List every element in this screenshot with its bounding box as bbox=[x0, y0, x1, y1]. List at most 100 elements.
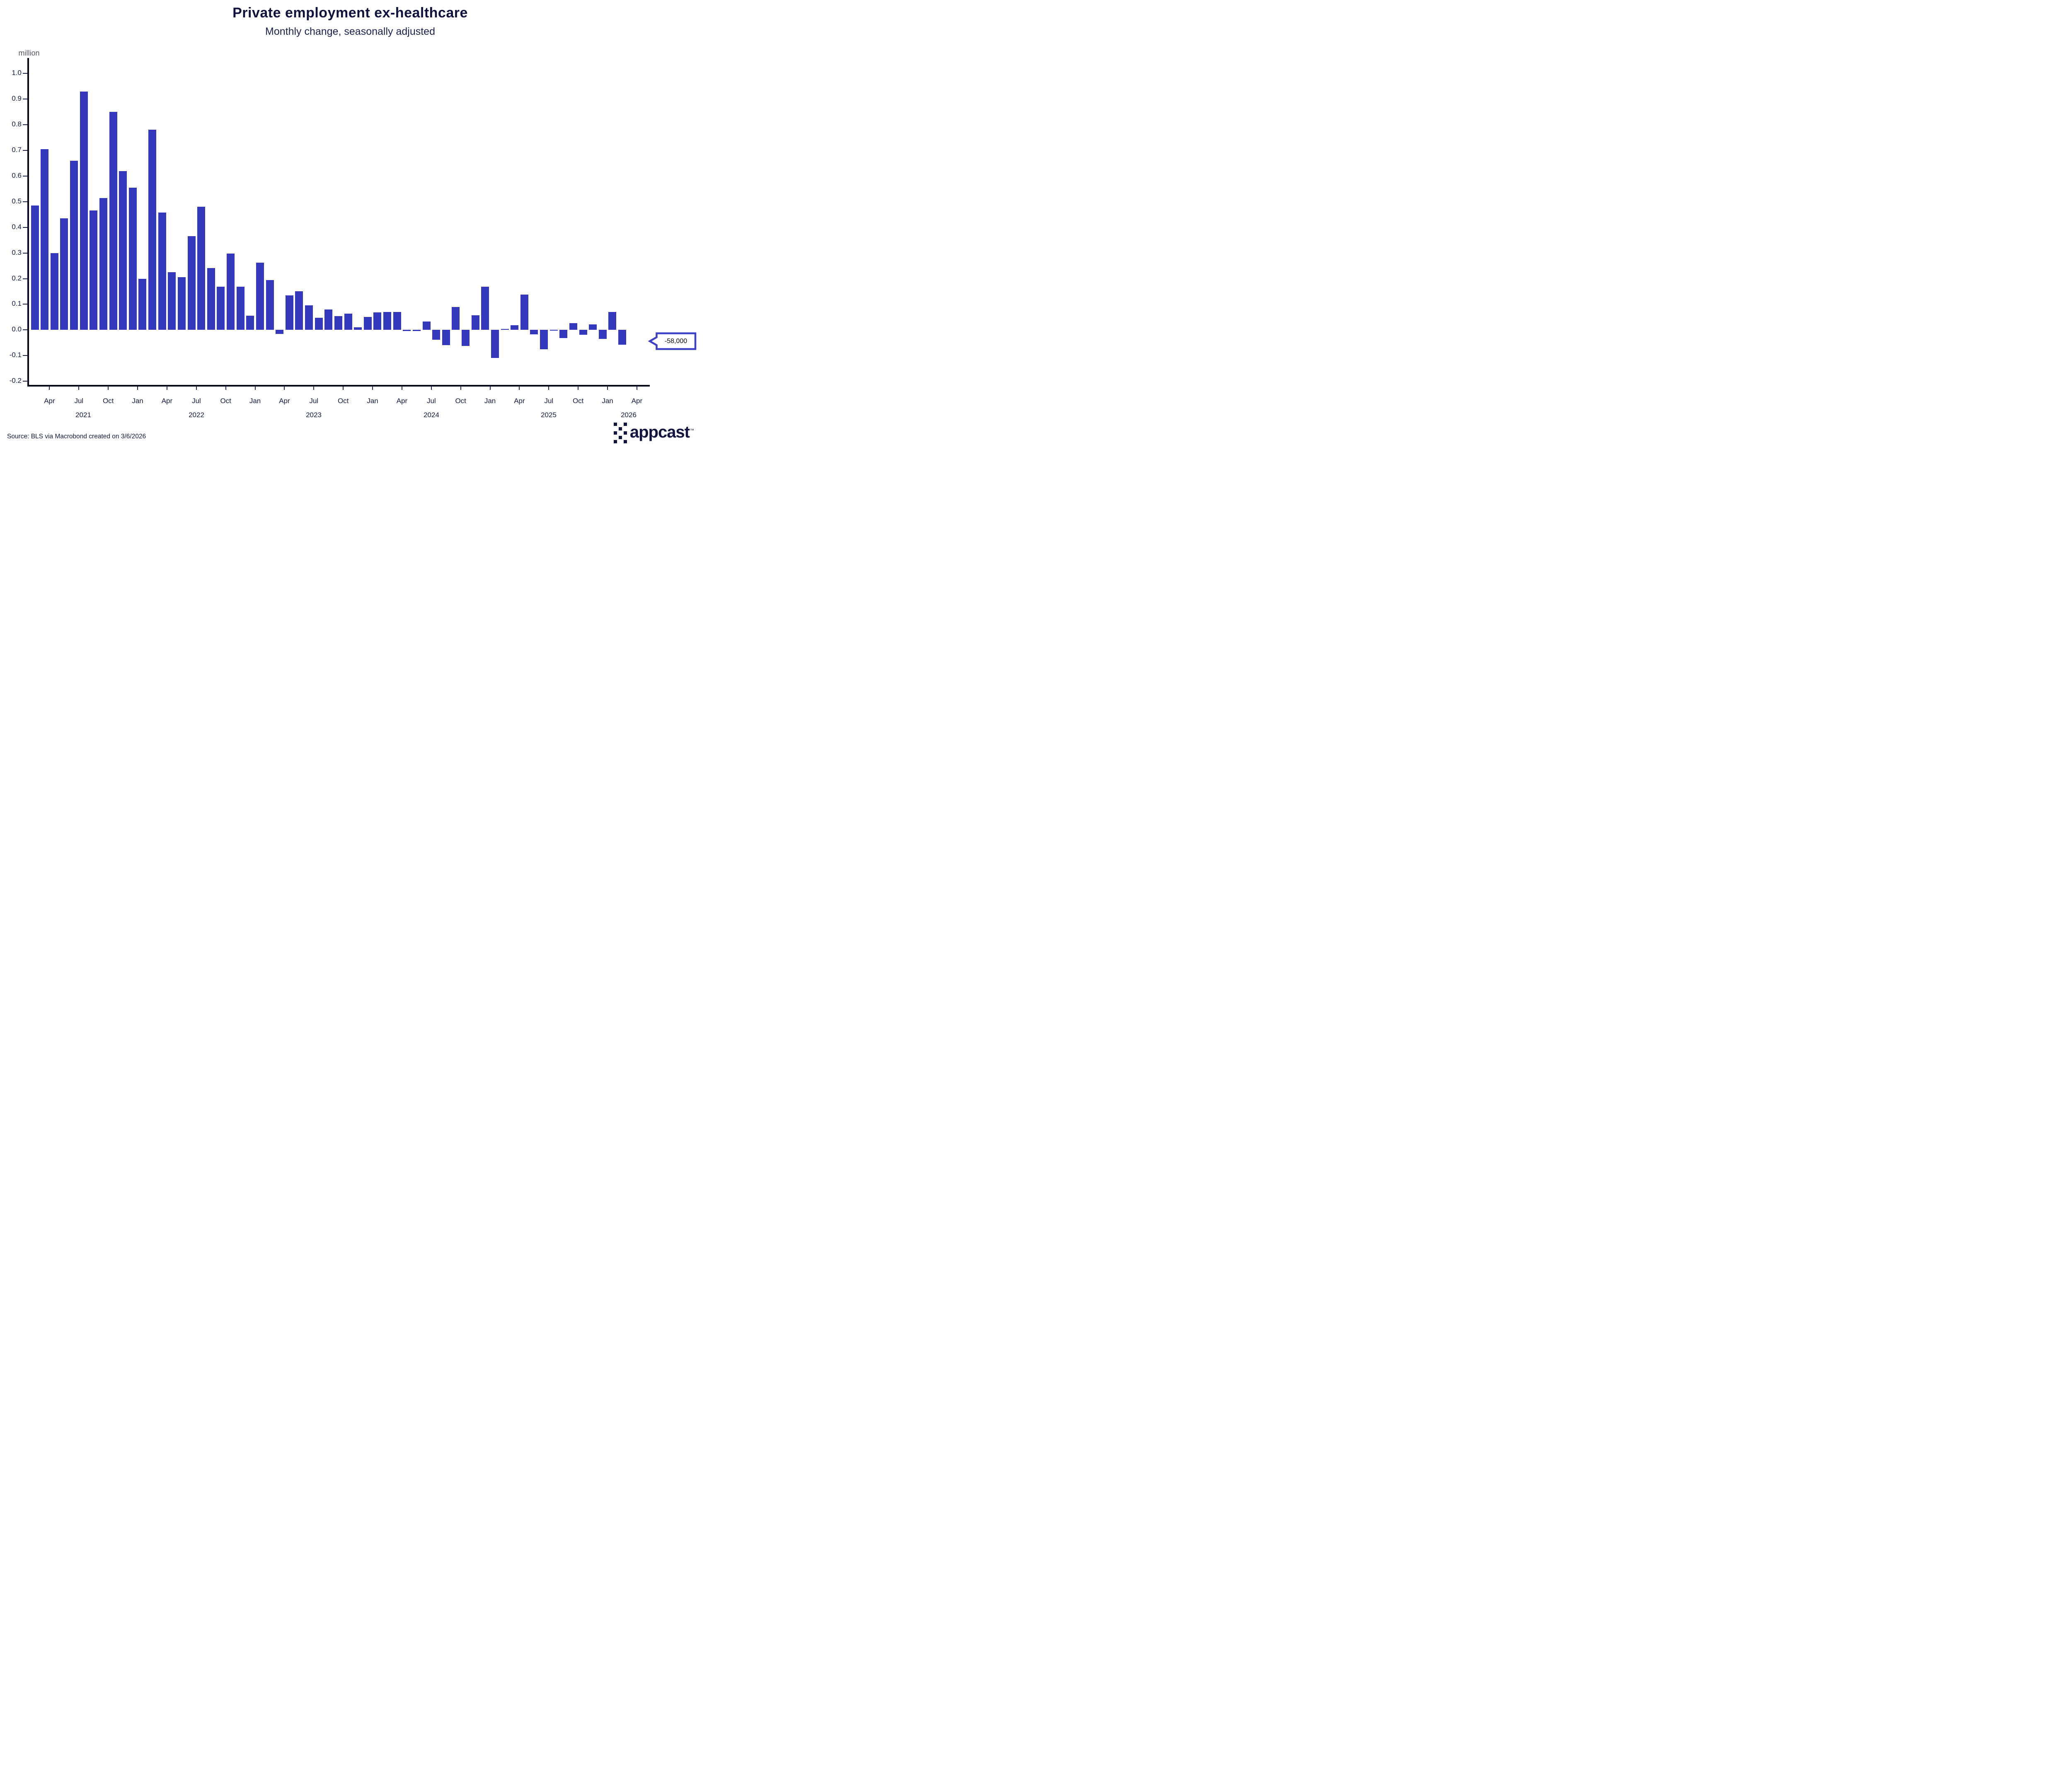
bar-sep-2025 bbox=[569, 323, 577, 330]
bar-jan-2025 bbox=[491, 330, 499, 358]
bar-jul-2024 bbox=[432, 330, 441, 340]
y-tick bbox=[23, 355, 27, 356]
bar-may-2021 bbox=[60, 218, 68, 330]
bar-dec-2022 bbox=[246, 315, 254, 330]
bar-dec-2023 bbox=[363, 317, 372, 330]
bar-jun-2022 bbox=[187, 236, 196, 330]
callout-bubble bbox=[648, 332, 697, 350]
x-tick bbox=[313, 387, 315, 390]
logo-dot bbox=[623, 423, 627, 426]
bar-mar-2022 bbox=[158, 212, 166, 330]
x-tick-label: Jul bbox=[426, 397, 436, 405]
bar-nov-2024 bbox=[471, 315, 479, 330]
y-tick-label: 0.7 bbox=[12, 146, 22, 154]
y-axis-unit-label: million bbox=[18, 49, 40, 57]
appcast-logo-icon bbox=[613, 423, 627, 443]
x-tick-label: Jul bbox=[74, 397, 84, 405]
x-tick bbox=[372, 387, 373, 390]
logo-dot-gap bbox=[619, 423, 622, 426]
bar-nov-2022 bbox=[236, 287, 244, 330]
x-tick-label: Jan bbox=[249, 397, 261, 405]
year-label-2021: 2021 bbox=[75, 411, 91, 419]
y-axis-line bbox=[27, 58, 29, 387]
bar-mar-2023 bbox=[276, 330, 284, 334]
x-tick-label: Oct bbox=[220, 397, 231, 405]
bar-mar-2025 bbox=[511, 325, 519, 330]
x-tick-label: Oct bbox=[337, 397, 349, 405]
bar-feb-2025 bbox=[501, 329, 509, 330]
x-tick bbox=[548, 387, 549, 390]
bar-aug-2023 bbox=[324, 309, 333, 330]
bar-oct-2022 bbox=[227, 253, 235, 330]
y-tick-label: 0.0 bbox=[12, 325, 22, 334]
y-tick bbox=[23, 329, 27, 331]
bar-apr-2025 bbox=[520, 295, 528, 330]
bar-nov-2021 bbox=[119, 171, 127, 330]
bar-may-2022 bbox=[177, 277, 186, 330]
appcast-logo-text: appcast™ bbox=[629, 423, 694, 441]
x-tick bbox=[49, 387, 50, 390]
x-tick bbox=[431, 387, 432, 390]
bar-jan-2024 bbox=[373, 312, 382, 330]
x-tick bbox=[137, 387, 138, 390]
y-tick-label: 0.1 bbox=[12, 300, 22, 308]
logo-dot bbox=[613, 440, 617, 443]
x-tick bbox=[225, 387, 226, 390]
bar-feb-2022 bbox=[148, 130, 156, 330]
bar-jul-2022 bbox=[197, 207, 206, 330]
y-tick-label: 0.4 bbox=[12, 222, 22, 231]
bar-jul-2023 bbox=[315, 318, 323, 330]
x-tick-label: Apr bbox=[396, 397, 408, 405]
bar-may-2024 bbox=[412, 330, 421, 331]
x-tick-label: Jan bbox=[484, 397, 496, 405]
callout-value-label: -58,000 bbox=[664, 338, 687, 345]
bar-jan-2022 bbox=[138, 278, 147, 330]
bar-sep-2023 bbox=[334, 316, 342, 330]
bar-feb-2024 bbox=[383, 312, 391, 330]
bar-oct-2024 bbox=[462, 330, 470, 346]
bar-jul-2025 bbox=[549, 330, 558, 331]
year-label-2024: 2024 bbox=[424, 411, 439, 419]
bar-feb-2026 bbox=[618, 330, 626, 345]
x-axis-line bbox=[27, 385, 650, 387]
y-tick-label: 0.2 bbox=[12, 274, 22, 282]
bar-may-2023 bbox=[295, 291, 303, 330]
trademark-symbol: ™ bbox=[690, 428, 694, 433]
logo-dot bbox=[623, 440, 627, 443]
y-tick bbox=[23, 304, 27, 305]
logo-dot-gap bbox=[614, 436, 617, 439]
logo-dot bbox=[623, 431, 627, 435]
logo-dot-gap bbox=[619, 431, 622, 435]
bar-jun-2023 bbox=[305, 305, 313, 330]
logo-dot-gap bbox=[624, 436, 627, 439]
bar-apr-2022 bbox=[168, 272, 176, 330]
y-tick bbox=[23, 278, 27, 279]
x-tick-label: Oct bbox=[455, 397, 466, 405]
bar-sep-2021 bbox=[99, 198, 107, 330]
y-tick-label: 0.8 bbox=[12, 120, 22, 128]
bar-sep-2024 bbox=[452, 307, 460, 330]
bar-jan-2026 bbox=[608, 312, 617, 330]
x-tick bbox=[108, 387, 109, 390]
x-tick bbox=[578, 387, 579, 390]
x-tick-label: Jan bbox=[602, 397, 613, 405]
x-tick bbox=[284, 387, 285, 390]
y-tick bbox=[23, 227, 27, 228]
bar-nov-2025 bbox=[589, 324, 597, 330]
y-tick-label: 0.5 bbox=[12, 197, 22, 205]
bar-dec-2025 bbox=[598, 330, 607, 339]
bar-dec-2021 bbox=[128, 187, 137, 330]
x-tick bbox=[519, 387, 520, 390]
x-tick-label: Jul bbox=[544, 397, 554, 405]
bar-jul-2021 bbox=[80, 91, 88, 330]
x-tick-label: Jan bbox=[367, 397, 378, 405]
bar-jan-2023 bbox=[256, 263, 264, 330]
logo-dot bbox=[618, 435, 622, 439]
y-tick-label: 0.9 bbox=[12, 94, 22, 103]
y-tick-label: 0.3 bbox=[12, 248, 22, 256]
bar-aug-2022 bbox=[207, 268, 215, 330]
x-tick bbox=[254, 387, 256, 390]
x-tick-label: Apr bbox=[161, 397, 173, 405]
chart-title: Private employment ex-healthcare bbox=[232, 5, 468, 21]
x-tick bbox=[196, 387, 197, 390]
